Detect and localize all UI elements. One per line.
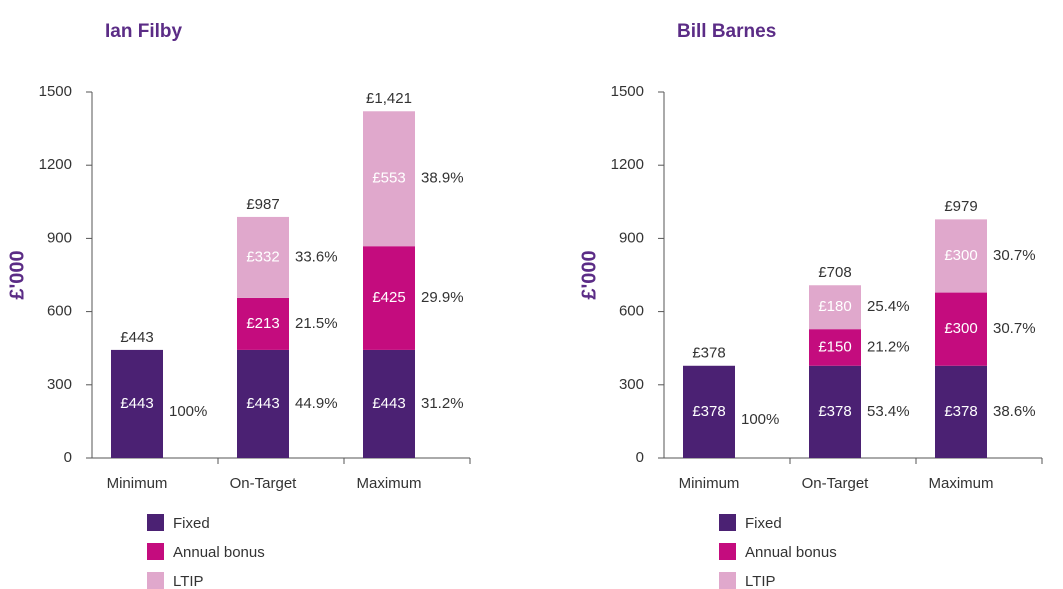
legend-label: Fixed — [173, 515, 210, 532]
value-label: £425 — [372, 289, 405, 306]
bar-segment — [809, 285, 861, 330]
x-tick-label: On-Target — [230, 475, 298, 492]
y-tick-label: 600 — [47, 303, 72, 320]
share-label: 30.7% — [993, 320, 1036, 337]
bar-segment — [363, 111, 415, 247]
bar-segment — [935, 365, 987, 458]
legend-swatch — [719, 572, 736, 589]
total-label: £1,421 — [366, 90, 412, 107]
x-tick-label: Maximum — [356, 475, 421, 492]
legend-label: Fixed — [745, 515, 782, 532]
total-label: £378 — [692, 345, 725, 362]
share-label: 21.5% — [295, 315, 338, 332]
value-label: £443 — [120, 395, 153, 412]
share-label: 38.9% — [421, 170, 464, 187]
chart-title: Bill Barnes — [677, 21, 776, 42]
legend-label: LTIP — [173, 573, 204, 589]
x-tick-label: Minimum — [107, 475, 168, 492]
share-label: 53.4% — [867, 403, 910, 420]
share-label: 21.2% — [867, 338, 910, 355]
bar-segment — [363, 349, 415, 458]
value-label: £150 — [818, 338, 851, 355]
share-label: 31.2% — [421, 395, 464, 412]
value-label: £553 — [372, 170, 405, 187]
value-label: £378 — [692, 403, 725, 420]
bar-segment — [809, 329, 861, 366]
chart-title: Ian Filby — [105, 21, 183, 42]
value-label: £213 — [246, 315, 279, 332]
y-tick-label: 900 — [47, 229, 72, 246]
bar-segment — [935, 292, 987, 366]
legend-swatch — [147, 514, 164, 531]
bar-segment — [237, 216, 289, 298]
legend-label: Annual bonus — [745, 544, 837, 561]
y-tick-label: 300 — [47, 376, 72, 393]
share-label: 38.6% — [993, 403, 1036, 420]
value-label: £300 — [944, 247, 977, 264]
y-tick-label: 1500 — [39, 83, 72, 100]
share-label: 25.4% — [867, 298, 910, 315]
y-axis-label: £'000 — [578, 250, 600, 299]
total-label: £708 — [818, 264, 851, 281]
total-label: £987 — [246, 196, 279, 213]
legend-swatch — [719, 543, 736, 560]
value-label: £332 — [246, 248, 279, 265]
share-label: 33.6% — [295, 248, 338, 265]
y-tick-label: 1200 — [39, 156, 72, 173]
bar-segment — [111, 349, 163, 458]
legend-swatch — [147, 572, 164, 589]
total-label: £443 — [120, 329, 153, 346]
bar-segment — [363, 246, 415, 350]
share-label: 100% — [741, 411, 779, 428]
share-label: 30.7% — [993, 247, 1036, 264]
bar-segment — [809, 365, 861, 458]
y-tick-label: 0 — [636, 449, 644, 466]
bar-segment — [237, 297, 289, 350]
bar-segment — [935, 219, 987, 293]
y-tick-label: 0 — [64, 449, 72, 466]
bar-segment — [237, 349, 289, 458]
y-tick-label: 1200 — [611, 156, 644, 173]
value-label: £300 — [944, 320, 977, 337]
legend-label: Annual bonus — [173, 544, 265, 561]
legend-label: LTIP — [745, 573, 776, 589]
share-label: 100% — [169, 403, 207, 420]
bar-segment — [683, 365, 735, 458]
legend-swatch — [147, 543, 164, 560]
y-tick-label: 1500 — [611, 83, 644, 100]
value-label: £378 — [818, 403, 851, 420]
legend-swatch — [719, 514, 736, 531]
value-label: £180 — [818, 298, 851, 315]
x-tick-label: On-Target — [802, 475, 870, 492]
y-tick-label: 900 — [619, 229, 644, 246]
value-label: £378 — [944, 403, 977, 420]
share-label: 29.9% — [421, 289, 464, 306]
value-label: £443 — [372, 395, 405, 412]
share-label: 44.9% — [295, 395, 338, 412]
total-label: £979 — [944, 198, 977, 215]
x-tick-label: Maximum — [928, 475, 993, 492]
y-tick-label: 300 — [619, 376, 644, 393]
y-tick-label: 600 — [619, 303, 644, 320]
value-label: £443 — [246, 395, 279, 412]
y-axis-label: £'000 — [6, 250, 28, 299]
x-tick-label: Minimum — [679, 475, 740, 492]
